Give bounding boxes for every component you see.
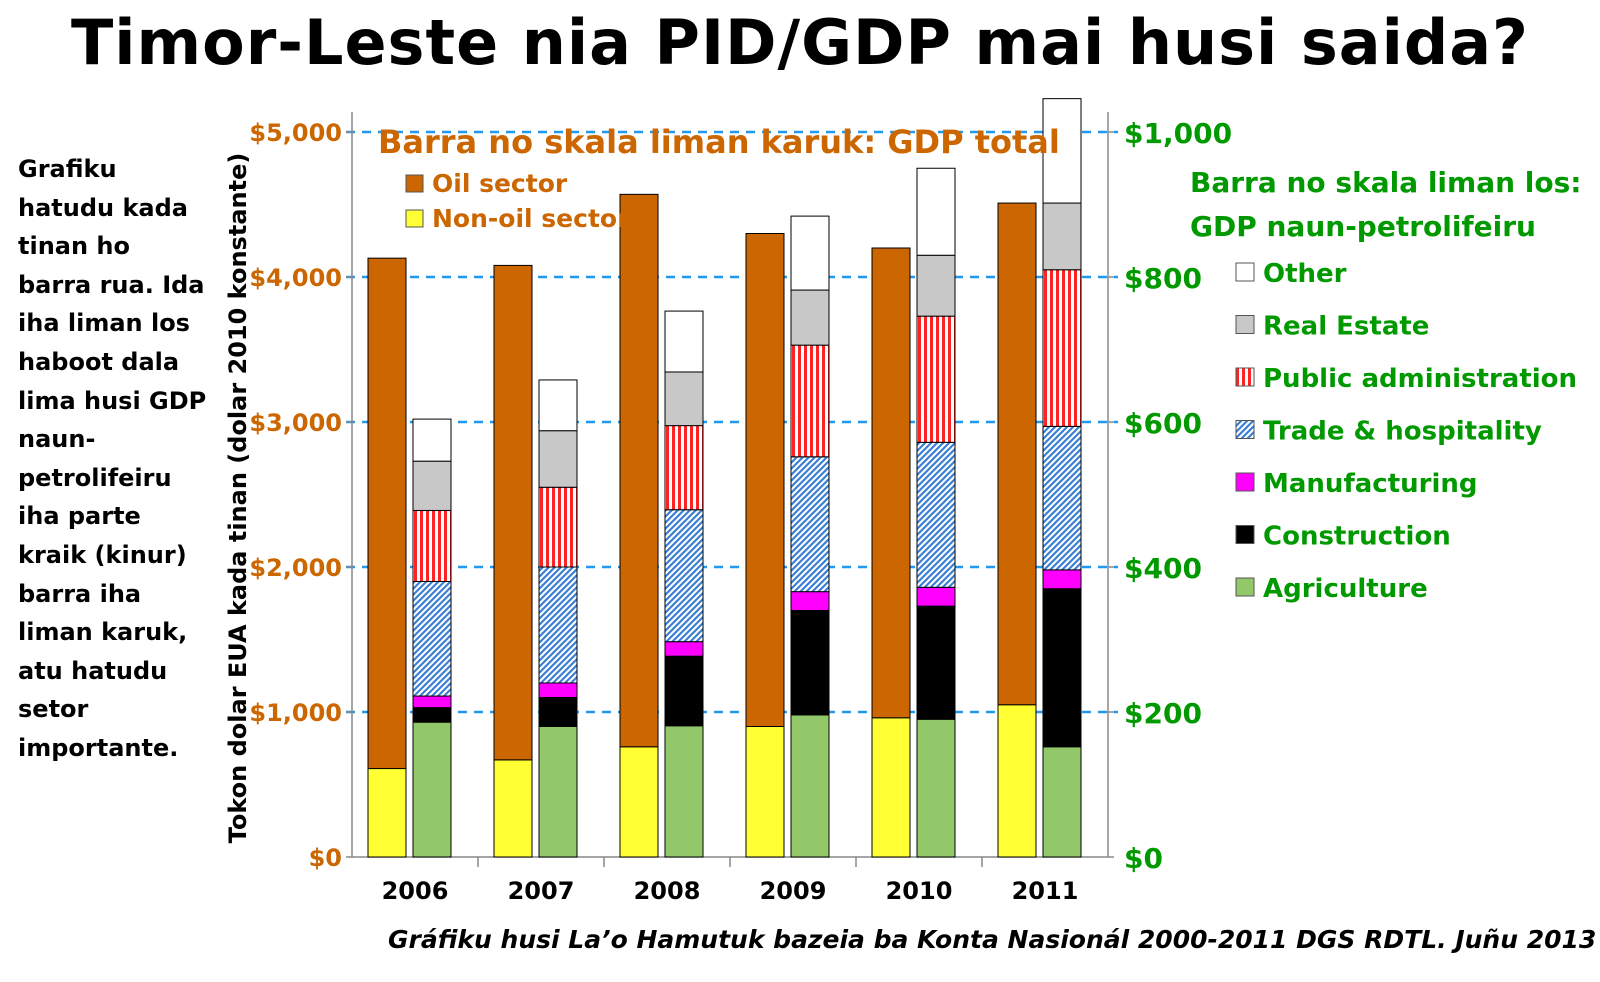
- bar-non-oil: [493, 759, 533, 858]
- bar-trade: [916, 441, 956, 588]
- bar-construction: [790, 610, 830, 716]
- legend-label-agriculture: Agriculture: [1263, 574, 1428, 604]
- legend-swatch-manufacturing: [1235, 472, 1255, 492]
- left-tick-label: $2,000: [249, 554, 342, 582]
- bar-real-estate: [1042, 202, 1082, 271]
- bar-manufacturing: [790, 591, 830, 612]
- bar-manufacturing: [664, 641, 704, 657]
- legend-label-other: Other: [1263, 259, 1347, 289]
- legend-swatch-real-estate: [1235, 315, 1255, 334]
- legend-label-trade: Trade & hospitality: [1263, 417, 1542, 447]
- bar-agriculture: [538, 726, 578, 858]
- bar-real-estate: [538, 430, 578, 488]
- legend-swatch-trade: [1235, 420, 1255, 439]
- legend-label-oil: Oil sector: [432, 169, 568, 198]
- bar-agriculture: [664, 725, 704, 858]
- legend-swatch-agriculture: [1235, 577, 1255, 597]
- bar-real-estate: [790, 289, 830, 346]
- bar-public-admin: [538, 486, 578, 568]
- right-tick-label: $600: [1124, 407, 1202, 440]
- bar-other: [664, 310, 704, 373]
- bar-trade: [1042, 425, 1082, 571]
- bar-construction: [916, 605, 956, 720]
- bar-agriculture: [790, 714, 830, 858]
- legend-swatch-public-admin: [1235, 367, 1255, 387]
- legend-label-public-admin: Public administration: [1263, 364, 1577, 394]
- category-label: 2006: [382, 877, 449, 905]
- bar-non-oil: [871, 717, 911, 858]
- bar-other: [790, 215, 830, 291]
- bar-other: [1042, 98, 1082, 204]
- bar-non-oil: [745, 726, 785, 858]
- bar-manufacturing: [538, 682, 578, 698]
- bar-oil: [871, 247, 911, 719]
- left-tick-label: $4,000: [249, 264, 342, 292]
- bar-agriculture: [412, 721, 452, 858]
- bar-construction: [538, 697, 578, 727]
- legend-swatch-oil: [405, 174, 424, 193]
- right-tick-label: $400: [1124, 552, 1202, 585]
- legend-label-construction: Construction: [1263, 522, 1451, 552]
- bar-oil: [997, 202, 1037, 706]
- left-tick-label: $0: [309, 844, 342, 872]
- bar-real-estate: [916, 254, 956, 317]
- bar-agriculture: [916, 718, 956, 858]
- bar-oil: [367, 257, 407, 770]
- non-oil-legend-heading-1: Barra no skala liman los:: [1190, 166, 1581, 199]
- bar-non-oil: [619, 746, 659, 858]
- left-tick-label: $1,000: [249, 699, 342, 727]
- right-tick-label: $0: [1124, 842, 1163, 875]
- bar-real-estate: [412, 460, 452, 511]
- category-label: 2008: [634, 877, 701, 905]
- source-caption: Gráfiku husi La’o Hamutuk bazeia ba Kont…: [388, 925, 1597, 954]
- category-label: 2009: [760, 877, 827, 905]
- bar-trade: [412, 581, 452, 697]
- bar-oil: [745, 233, 785, 727]
- bar-non-oil: [367, 768, 407, 858]
- bar-oil: [493, 264, 533, 761]
- category-label: 2011: [1012, 877, 1079, 905]
- bar-other: [412, 418, 452, 462]
- bar-agriculture: [1042, 746, 1082, 858]
- bar-trade: [538, 566, 578, 684]
- bar-manufacturing: [1042, 569, 1082, 590]
- legend-label-non-oil: Non-oil sector: [432, 204, 630, 233]
- legend-label-real-estate: Real Estate: [1263, 312, 1429, 342]
- right-tick-label: $1,000: [1124, 117, 1232, 150]
- chart-title: Timor-Leste nia PID/GDP mai husi saida?: [70, 6, 1530, 79]
- bar-construction: [664, 655, 704, 727]
- bar-public-admin: [412, 509, 452, 583]
- legend-label-manufacturing: Manufacturing: [1263, 469, 1478, 499]
- bar-manufacturing: [412, 695, 452, 709]
- bar-construction: [412, 707, 452, 723]
- right-tick-label: $200: [1124, 697, 1202, 730]
- y-axis-title: Tokon dolar EUA kada tinan (dolar 2010 k…: [224, 153, 252, 844]
- bar-public-admin: [916, 315, 956, 443]
- bar-public-admin: [790, 344, 830, 458]
- left-tick-label: $5,000: [249, 119, 342, 147]
- bar-trade: [790, 456, 830, 593]
- bar-public-admin: [664, 425, 704, 511]
- right-tick-label: $800: [1124, 262, 1202, 295]
- legend-swatch-other: [1235, 262, 1255, 282]
- bar-non-oil: [997, 704, 1037, 858]
- bar-construction: [1042, 588, 1082, 748]
- bar-other: [916, 167, 956, 256]
- legend-swatch-construction: [1235, 525, 1255, 544]
- bar-oil: [619, 193, 659, 748]
- bar-public-admin: [1042, 269, 1082, 427]
- non-oil-legend-heading-2: GDP naun-petrolifeiru: [1190, 210, 1536, 243]
- legend-swatch-non-oil: [405, 209, 424, 228]
- bar-other: [538, 379, 578, 432]
- category-label: 2007: [508, 877, 575, 905]
- total-gdp-legend-heading: Barra no skala liman karuk: GDP total: [378, 123, 1060, 161]
- bar-trade: [664, 509, 704, 643]
- explanation-text: Grafiku hatudu kada tinan ho barra rua. …: [18, 155, 207, 762]
- category-label: 2010: [886, 877, 953, 905]
- bar-real-estate: [664, 371, 704, 427]
- bar-manufacturing: [916, 586, 956, 607]
- left-tick-label: $3,000: [249, 409, 342, 437]
